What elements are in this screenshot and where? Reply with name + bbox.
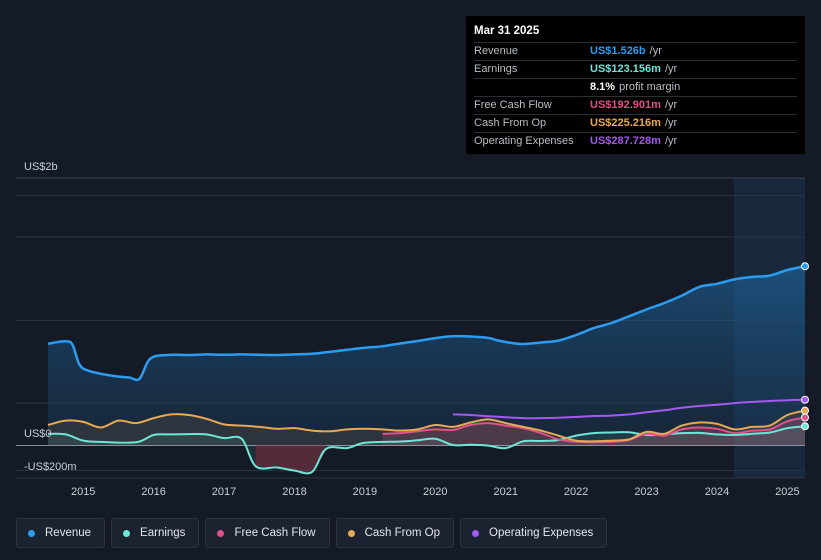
cash-from-op-line xyxy=(47,409,806,443)
x-tick-label: 2018 xyxy=(282,486,306,498)
x-tick-label: 2015 xyxy=(71,486,95,498)
y-zero-label: US$0 xyxy=(24,428,52,440)
x-tick-label: 2024 xyxy=(705,486,729,498)
tooltip-row: Earnings US$123.156m/yr xyxy=(474,61,797,79)
legend-item-revenue[interactable]: Revenue xyxy=(16,518,106,548)
legend-item-earnings[interactable]: Earnings xyxy=(111,518,200,548)
x-tick-label: 2017 xyxy=(212,486,236,498)
revenue-end-marker xyxy=(801,262,809,271)
legend-item-cash-from-op[interactable]: Cash From Op xyxy=(335,518,455,548)
earnings-line xyxy=(47,425,806,475)
tooltip-date: Mar 31 2025 xyxy=(474,24,797,43)
tooltip-row-unit: /yr xyxy=(649,45,662,57)
x-tick-label: 2019 xyxy=(353,486,377,498)
legend-label: Operating Expenses xyxy=(489,527,594,539)
x-tick-label: 2022 xyxy=(564,486,588,498)
y-neg-label: -US$200m xyxy=(24,461,77,473)
operating-expenses-line xyxy=(452,398,806,420)
free-cash-flow-end-marker xyxy=(801,413,809,422)
tooltip-row-label: Revenue xyxy=(474,45,519,57)
x-tick-label: 2025 xyxy=(775,486,799,498)
tooltip-row-label: Free Cash Flow xyxy=(474,99,552,111)
x-tick-label: 2023 xyxy=(634,486,658,498)
tooltip-row: Operating Expenses US$287.728m/yr xyxy=(474,133,797,150)
earnings-area xyxy=(48,426,805,474)
tooltip-row: Free Cash Flow US$192.901m/yr xyxy=(474,97,797,115)
revenue-area xyxy=(48,266,805,445)
tooltip-row: Cash From Op US$225.216m/yr xyxy=(474,115,797,133)
tooltip-row-unit: /yr xyxy=(664,117,678,129)
tooltip-row-label: Earnings xyxy=(474,63,518,75)
tooltip-row-label: Operating Expenses xyxy=(474,135,574,147)
x-tick-label: 2021 xyxy=(493,486,517,498)
tooltip-row-label xyxy=(474,79,590,96)
tooltip-row-value: US$123.156m xyxy=(590,63,661,75)
tooltip-row-unit: /yr xyxy=(664,99,678,111)
operating-expenses-end-marker xyxy=(801,395,809,404)
legend-dot-icon xyxy=(123,529,131,537)
tooltip-row-value: 8.1% xyxy=(590,81,616,93)
tooltip-row-unit: /yr xyxy=(664,63,678,75)
legend: Revenue Earnings Free Cash Flow Cash From O… xyxy=(16,518,608,548)
tooltip-row: 8.1% profit margin xyxy=(474,79,797,97)
legend-dot-icon xyxy=(28,529,35,537)
tooltip-row-unit: /yr xyxy=(664,135,678,147)
free-cash-flow-area xyxy=(382,417,805,445)
legend-item-operating-expenses[interactable]: Operating Expenses xyxy=(460,518,608,548)
x-tick-label: 2020 xyxy=(423,486,447,498)
tooltip-row-value: US$225.216m xyxy=(590,117,661,129)
x-tick-label: 2016 xyxy=(141,486,165,498)
legend-item-free-cash-flow[interactable]: Free Cash Flow xyxy=(205,518,330,548)
tooltip-row-value: US$1.526b xyxy=(590,45,646,57)
legend-label: Earnings xyxy=(140,527,186,539)
revenue-line xyxy=(47,265,806,382)
legend-label: Revenue xyxy=(45,527,92,539)
tooltip-row: Revenue US$1.526b/yr xyxy=(474,43,797,61)
legend-dot-icon xyxy=(472,529,480,537)
tooltip: Mar 31 2025 Revenue US$1.526b/yr Earnings U… xyxy=(466,16,805,154)
earnings-end-marker xyxy=(801,422,809,431)
tooltip-row-value: US$192.901m xyxy=(590,99,661,111)
legend-dot-icon xyxy=(347,529,355,537)
legend-label: Cash From Op xyxy=(364,527,441,539)
cash-from-op-end-marker xyxy=(801,406,809,415)
tooltip-row-label: Cash From Op xyxy=(474,117,547,129)
chart: US$2b US$0 -US$200m 2015 2016 2017 2018 2019… xyxy=(16,161,809,498)
earnings-negative-area xyxy=(255,445,327,474)
tooltip-row-unit: profit margin xyxy=(619,81,681,93)
legend-dot-icon xyxy=(217,529,225,537)
y-top-label: US$2b xyxy=(24,161,58,173)
tooltip-row-value: US$287.728m xyxy=(590,135,661,147)
legend-label: Free Cash Flow xyxy=(234,527,316,539)
